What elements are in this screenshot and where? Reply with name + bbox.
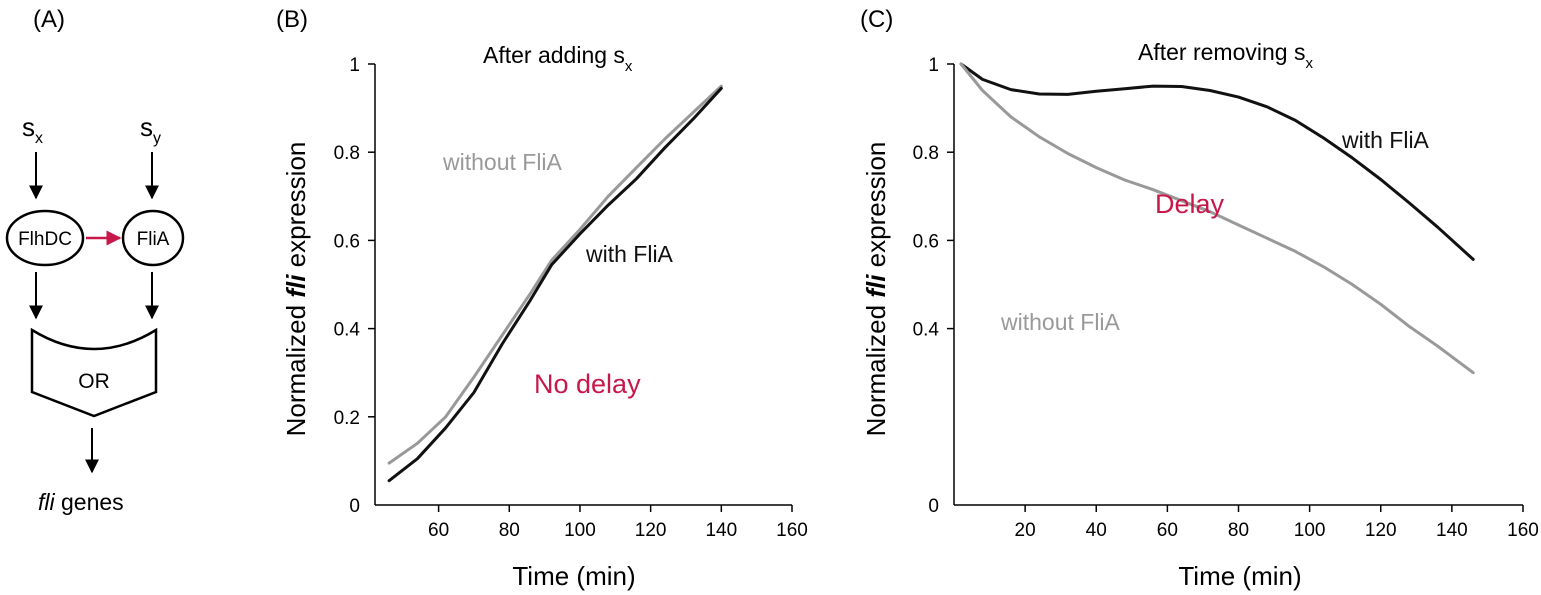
chart-b-ylabel: Normalized fli expression	[281, 142, 311, 437]
flia-label: FliA	[137, 229, 170, 250]
chart-c-anno-delay: Delay	[1155, 189, 1225, 219]
fli-genes-rest: genes	[55, 489, 124, 515]
panel-b-chart: (B) After adding sx 60 80 100 120 140 160 0 0.2…	[276, 6, 808, 591]
chart-c-axes: 20 40 60 80 100 120 140 160 0 0.4 0.6 0.8 1	[913, 55, 1539, 541]
chart-c-series-with-flia	[959, 62, 1475, 261]
chart-c-x-tick-label: 120	[1365, 520, 1397, 541]
chart-c-anno-with-flia: with FliA	[1341, 127, 1430, 153]
chart-b-title-sub: x	[625, 58, 633, 75]
chart-c-xlabel: Time (min)	[1178, 561, 1301, 591]
input-sx: sx	[22, 112, 43, 147]
chart-b-ylabel-post: expression	[281, 142, 311, 275]
chart-c-x-tick-label: 40	[1086, 520, 1107, 541]
chart-b-x-tick-label: 100	[564, 520, 596, 541]
panel-b-label: (B)	[276, 6, 308, 33]
input-sx-sub: x	[35, 130, 43, 147]
chart-b-xlabel: Time (min)	[512, 561, 635, 591]
chart-b-ylabel-italic: fli	[281, 274, 311, 298]
chart-c-ylabel: Normalized fli expression	[861, 142, 891, 437]
chart-c-series-without-flia	[959, 62, 1475, 375]
chart-c-ylabel-italic: fli	[861, 274, 891, 298]
chart-c-y-tick-label: 0.6	[913, 231, 939, 252]
chart-b-y-tick-label: 0	[349, 496, 360, 517]
chart-b-series	[387, 84, 723, 483]
chart-c-series	[959, 62, 1475, 375]
chart-c-ylabel-post: expression	[861, 142, 891, 275]
chart-c-x-tick-label: 160	[1507, 520, 1539, 541]
chart-b-y-tick-label: 0.6	[334, 231, 360, 252]
chart-b-y-tick-label: 0.4	[334, 320, 361, 341]
chart-b-anno-no-delay: No delay	[534, 369, 641, 399]
chart-c-x-tick-label: 20	[1015, 520, 1036, 541]
input-sy-base: s	[140, 112, 153, 142]
input-sy-sub: y	[153, 130, 161, 147]
chart-b-title-main: After adding s	[483, 42, 625, 68]
chart-b-anno-with-flia: with FliA	[585, 241, 674, 267]
panel-a-diagram: (A) sx sy FlhDC FliA OR fli genes	[5, 6, 185, 515]
chart-c-x-tick-label: 140	[1436, 520, 1468, 541]
chart-b-x-tick-label: 160	[776, 520, 808, 541]
chart-b-axes: 60 80 100 120 140 160 0 0.2 0.4 0.6 0.8 1	[334, 55, 808, 541]
chart-c-y-tick-label: 0.4	[913, 320, 940, 341]
chart-b-title: After adding sx	[483, 42, 633, 75]
chart-c-title-sub: x	[1305, 55, 1313, 72]
chart-c-x-tick-label: 80	[1228, 520, 1249, 541]
flhdc-node	[5, 209, 85, 267]
panel-a-label: (A)	[33, 6, 65, 33]
chart-b-series-with-flia	[387, 86, 723, 483]
chart-b-x-tick-label: 140	[705, 520, 737, 541]
panel-c-label: (C)	[860, 6, 893, 33]
flia-node	[121, 209, 185, 267]
chart-c-y-tick-label: 0.8	[913, 143, 939, 164]
chart-c-ylabel-pre: Normalized	[861, 298, 891, 437]
chart-b-x-tick-label: 60	[428, 520, 449, 541]
chart-c-anno-without-flia: without FliA	[1000, 309, 1121, 335]
input-sy: sy	[140, 112, 161, 147]
chart-c-y-tick-label: 1	[928, 55, 939, 76]
chart-b-x-tick-label: 120	[635, 520, 667, 541]
panel-c-chart: (C) After removing sx 20 40 60 80 100 120 140 1…	[860, 6, 1539, 591]
chart-b-ylabel-pre: Normalized	[281, 298, 311, 437]
chart-c-title: After removing sx	[1138, 39, 1313, 72]
flhdc-label: FlhDC	[18, 229, 72, 250]
input-sx-base: s	[22, 112, 35, 142]
chart-b-y-tick-label: 0.8	[334, 143, 360, 164]
or-gate-label: OR	[78, 370, 110, 393]
or-gate	[30, 327, 158, 418]
fli-genes-italic: fli	[38, 489, 56, 515]
chart-c-title-main: After removing s	[1138, 39, 1305, 65]
chart-c-x-tick-label: 100	[1294, 520, 1326, 541]
chart-b-x-tick-label: 80	[499, 520, 520, 541]
chart-b-y-tick-label: 1	[349, 55, 360, 76]
fli-genes-label: fli genes	[38, 489, 124, 515]
chart-c-y-tick-label: 0	[928, 496, 939, 517]
chart-b-y-tick-label: 0.2	[334, 408, 360, 429]
chart-b-anno-without-flia: without FliA	[442, 149, 563, 175]
chart-b-series-without-flia	[387, 84, 723, 465]
chart-c-x-tick-label: 60	[1157, 520, 1178, 541]
